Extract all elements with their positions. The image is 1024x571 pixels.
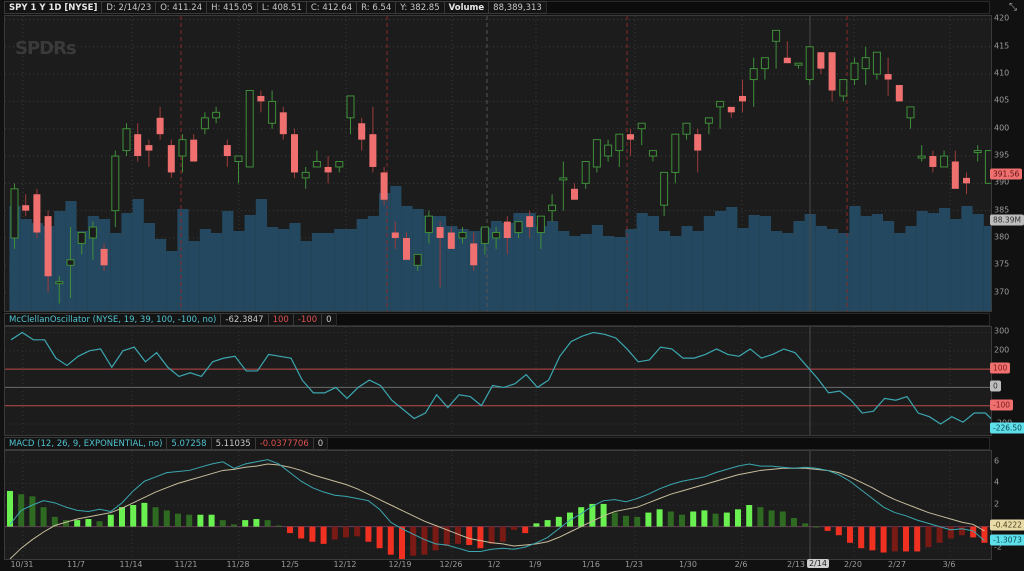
- symbol-label[interactable]: SPY 1 Y 1D [NYSE]: [4, 1, 102, 14]
- osc-badge-upper: 100: [990, 362, 1011, 374]
- volume-badge: 88.39M: [990, 214, 1024, 225]
- macd-plot: [5, 451, 991, 559]
- date-label: 2/13: [787, 560, 805, 569]
- macd-avg: 5.11035: [210, 437, 255, 450]
- date-label: 11/7: [67, 560, 85, 569]
- date-label: 3/6: [942, 560, 956, 569]
- price-tick: 375: [994, 259, 1010, 269]
- date-label: 11/28: [226, 560, 250, 569]
- osc-badge-current: -226.50: [990, 422, 1024, 434]
- open-value: O: 411.24: [155, 1, 207, 14]
- date-label: 2/27: [888, 560, 906, 569]
- price-header: SPY 1 Y 1D [NYSE] D: 2/14/23 O: 411.24 H…: [4, 1, 990, 14]
- macd-axis[interactable]: 6420-2-0.4222-1.3073: [990, 450, 1024, 558]
- candlestick-plot: [5, 16, 991, 311]
- date-label: 11/21: [174, 560, 198, 569]
- mcclellan-upper: 100: [267, 313, 293, 326]
- date-label: 12/26: [439, 560, 463, 569]
- price-tick: 415: [994, 41, 1010, 51]
- date-label: 11/14: [119, 560, 143, 569]
- date-label: 1/23: [625, 560, 643, 569]
- volume-label: Volume: [443, 1, 489, 14]
- macd-label[interactable]: MACD (12, 26, 9, EXPONENTIAL, no): [4, 437, 167, 450]
- date-label: 2/20: [844, 560, 862, 569]
- osc-badge-lower: -100: [990, 399, 1014, 411]
- range-value: R: 6.54: [356, 1, 396, 14]
- y-value: Y: 382.85: [395, 1, 444, 14]
- macd-zero: 0: [312, 437, 328, 450]
- macd-tick: 4: [994, 477, 1000, 487]
- last-price-badge: 391.56: [990, 168, 1023, 180]
- mcclellan-plot: [5, 327, 991, 435]
- osc-tick: 200: [994, 345, 1010, 355]
- macd-value: 5.07258: [166, 437, 211, 450]
- price-axis[interactable]: 420 415 410 405 400 395 390 385 380 375 370 391.56 8…: [990, 13, 1024, 310]
- macd-tick: 2: [994, 499, 1000, 509]
- macd-tick: 6: [994, 456, 1000, 466]
- price-tick: 385: [994, 205, 1010, 215]
- macd-badge-avg: -0.4222: [990, 519, 1024, 531]
- close-value: C: 412.64: [305, 1, 357, 14]
- date-label: 12/19: [388, 560, 412, 569]
- header-filler: [327, 437, 990, 450]
- macd-badge-value: -1.3073: [990, 534, 1024, 546]
- price-tick: 395: [994, 150, 1010, 160]
- price-tick: 420: [994, 13, 1010, 23]
- date-label: 1/2: [487, 560, 501, 569]
- mcclellan-lower: -100: [292, 313, 322, 326]
- mcclellan-value: -62.3847: [220, 313, 268, 326]
- date-label: 12/12: [333, 560, 357, 569]
- mcclellan-label[interactable]: McClellanOscillator (NYSE, 19, 39, 100, …: [4, 313, 221, 326]
- volume-value: 88,389,313: [488, 1, 546, 14]
- price-tick: 390: [994, 177, 1010, 187]
- price-tick: 410: [994, 68, 1010, 78]
- price-tick: 405: [994, 95, 1010, 105]
- spdr-logo: SPDRs: [15, 38, 77, 59]
- mcclellan-header: McClellanOscillator (NYSE, 19, 39, 100, …: [4, 313, 990, 326]
- macd-header: MACD (12, 26, 9, EXPONENTIAL, no) 5.0725…: [4, 437, 990, 450]
- date-label: 1/16: [582, 560, 600, 569]
- price-tick: 380: [994, 232, 1010, 242]
- mcclellan-zero: 0: [321, 313, 336, 326]
- macd-diff: -0.0377706: [254, 437, 313, 450]
- header-filler: [335, 313, 990, 326]
- price-tick: 400: [994, 123, 1010, 133]
- date-label: 1/9: [528, 560, 542, 569]
- low-value: L: 408.51: [256, 1, 306, 14]
- macd-tick: -2: [994, 542, 1002, 552]
- price-chart-panel[interactable]: SPDRs: [4, 15, 992, 312]
- osc-tick: 300: [994, 326, 1010, 336]
- date-label: 2/14: [807, 559, 829, 568]
- expand-icon[interactable]: ⤡: [1009, 2, 1017, 13]
- mcclellan-panel[interactable]: [4, 326, 992, 436]
- date-label: 10/31: [10, 560, 34, 569]
- macd-panel[interactable]: [4, 450, 992, 560]
- date-axis[interactable]: 10/31 11/7 11/14 11/21 11/28 12/5 12/12 12/19 12…: [4, 558, 990, 571]
- price-tick: 370: [994, 287, 1010, 297]
- date-value: D: 2/14/23: [101, 1, 156, 14]
- date-label: 2/6: [734, 560, 748, 569]
- osc-badge-zero: 0: [990, 380, 1001, 392]
- header-filler: [545, 1, 990, 14]
- date-label: 1/30: [679, 560, 697, 569]
- high-value: H: 415.05: [206, 1, 257, 14]
- date-label: 12/5: [281, 560, 299, 569]
